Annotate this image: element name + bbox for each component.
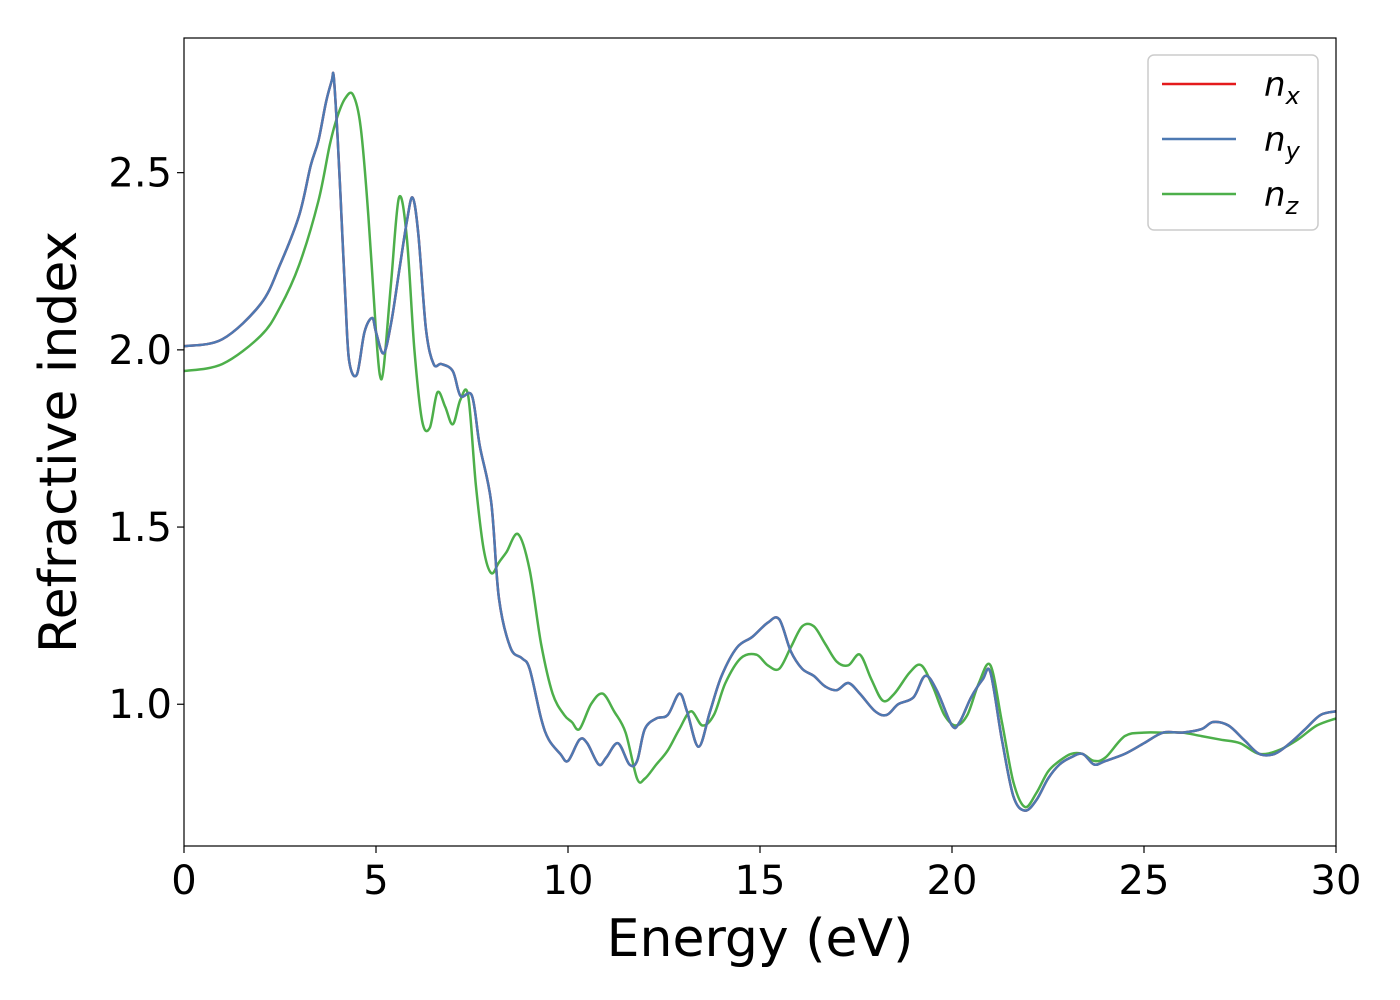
x-tick-label: 20 [927, 858, 978, 904]
x-axis-ticks: 0 5 10 15 20 25 30 [171, 846, 1361, 904]
x-axis-title: Energy (eV) [607, 909, 914, 969]
legend-label-nz: nz [1264, 175, 1300, 220]
y-tick-label: 1.0 [108, 682, 172, 728]
y-axis-title: Refractive index [29, 231, 89, 653]
legend-label-ny: ny [1264, 120, 1301, 165]
x-tick-label: 0 [171, 858, 196, 904]
series-lines [183, 71, 1337, 812]
y-axis-ticks: 1.0 1.5 2.0 2.5 [108, 151, 184, 728]
series-line-nz [183, 91, 1337, 809]
legend: nx ny nz [1147, 54, 1319, 231]
legend-label-nx: nx [1264, 65, 1301, 110]
x-tick-label: 15 [735, 858, 786, 904]
y-tick-label: 2.5 [108, 151, 172, 197]
y-tick-label: 2.0 [108, 328, 172, 374]
y-tick-label: 1.5 [108, 505, 172, 551]
x-tick-label: 10 [543, 858, 594, 904]
series-line-ny [183, 71, 1337, 812]
legend-box [1147, 54, 1319, 231]
x-tick-label: 25 [1119, 858, 1170, 904]
x-tick-label: 5 [363, 858, 388, 904]
x-tick-label: 30 [1311, 858, 1362, 904]
